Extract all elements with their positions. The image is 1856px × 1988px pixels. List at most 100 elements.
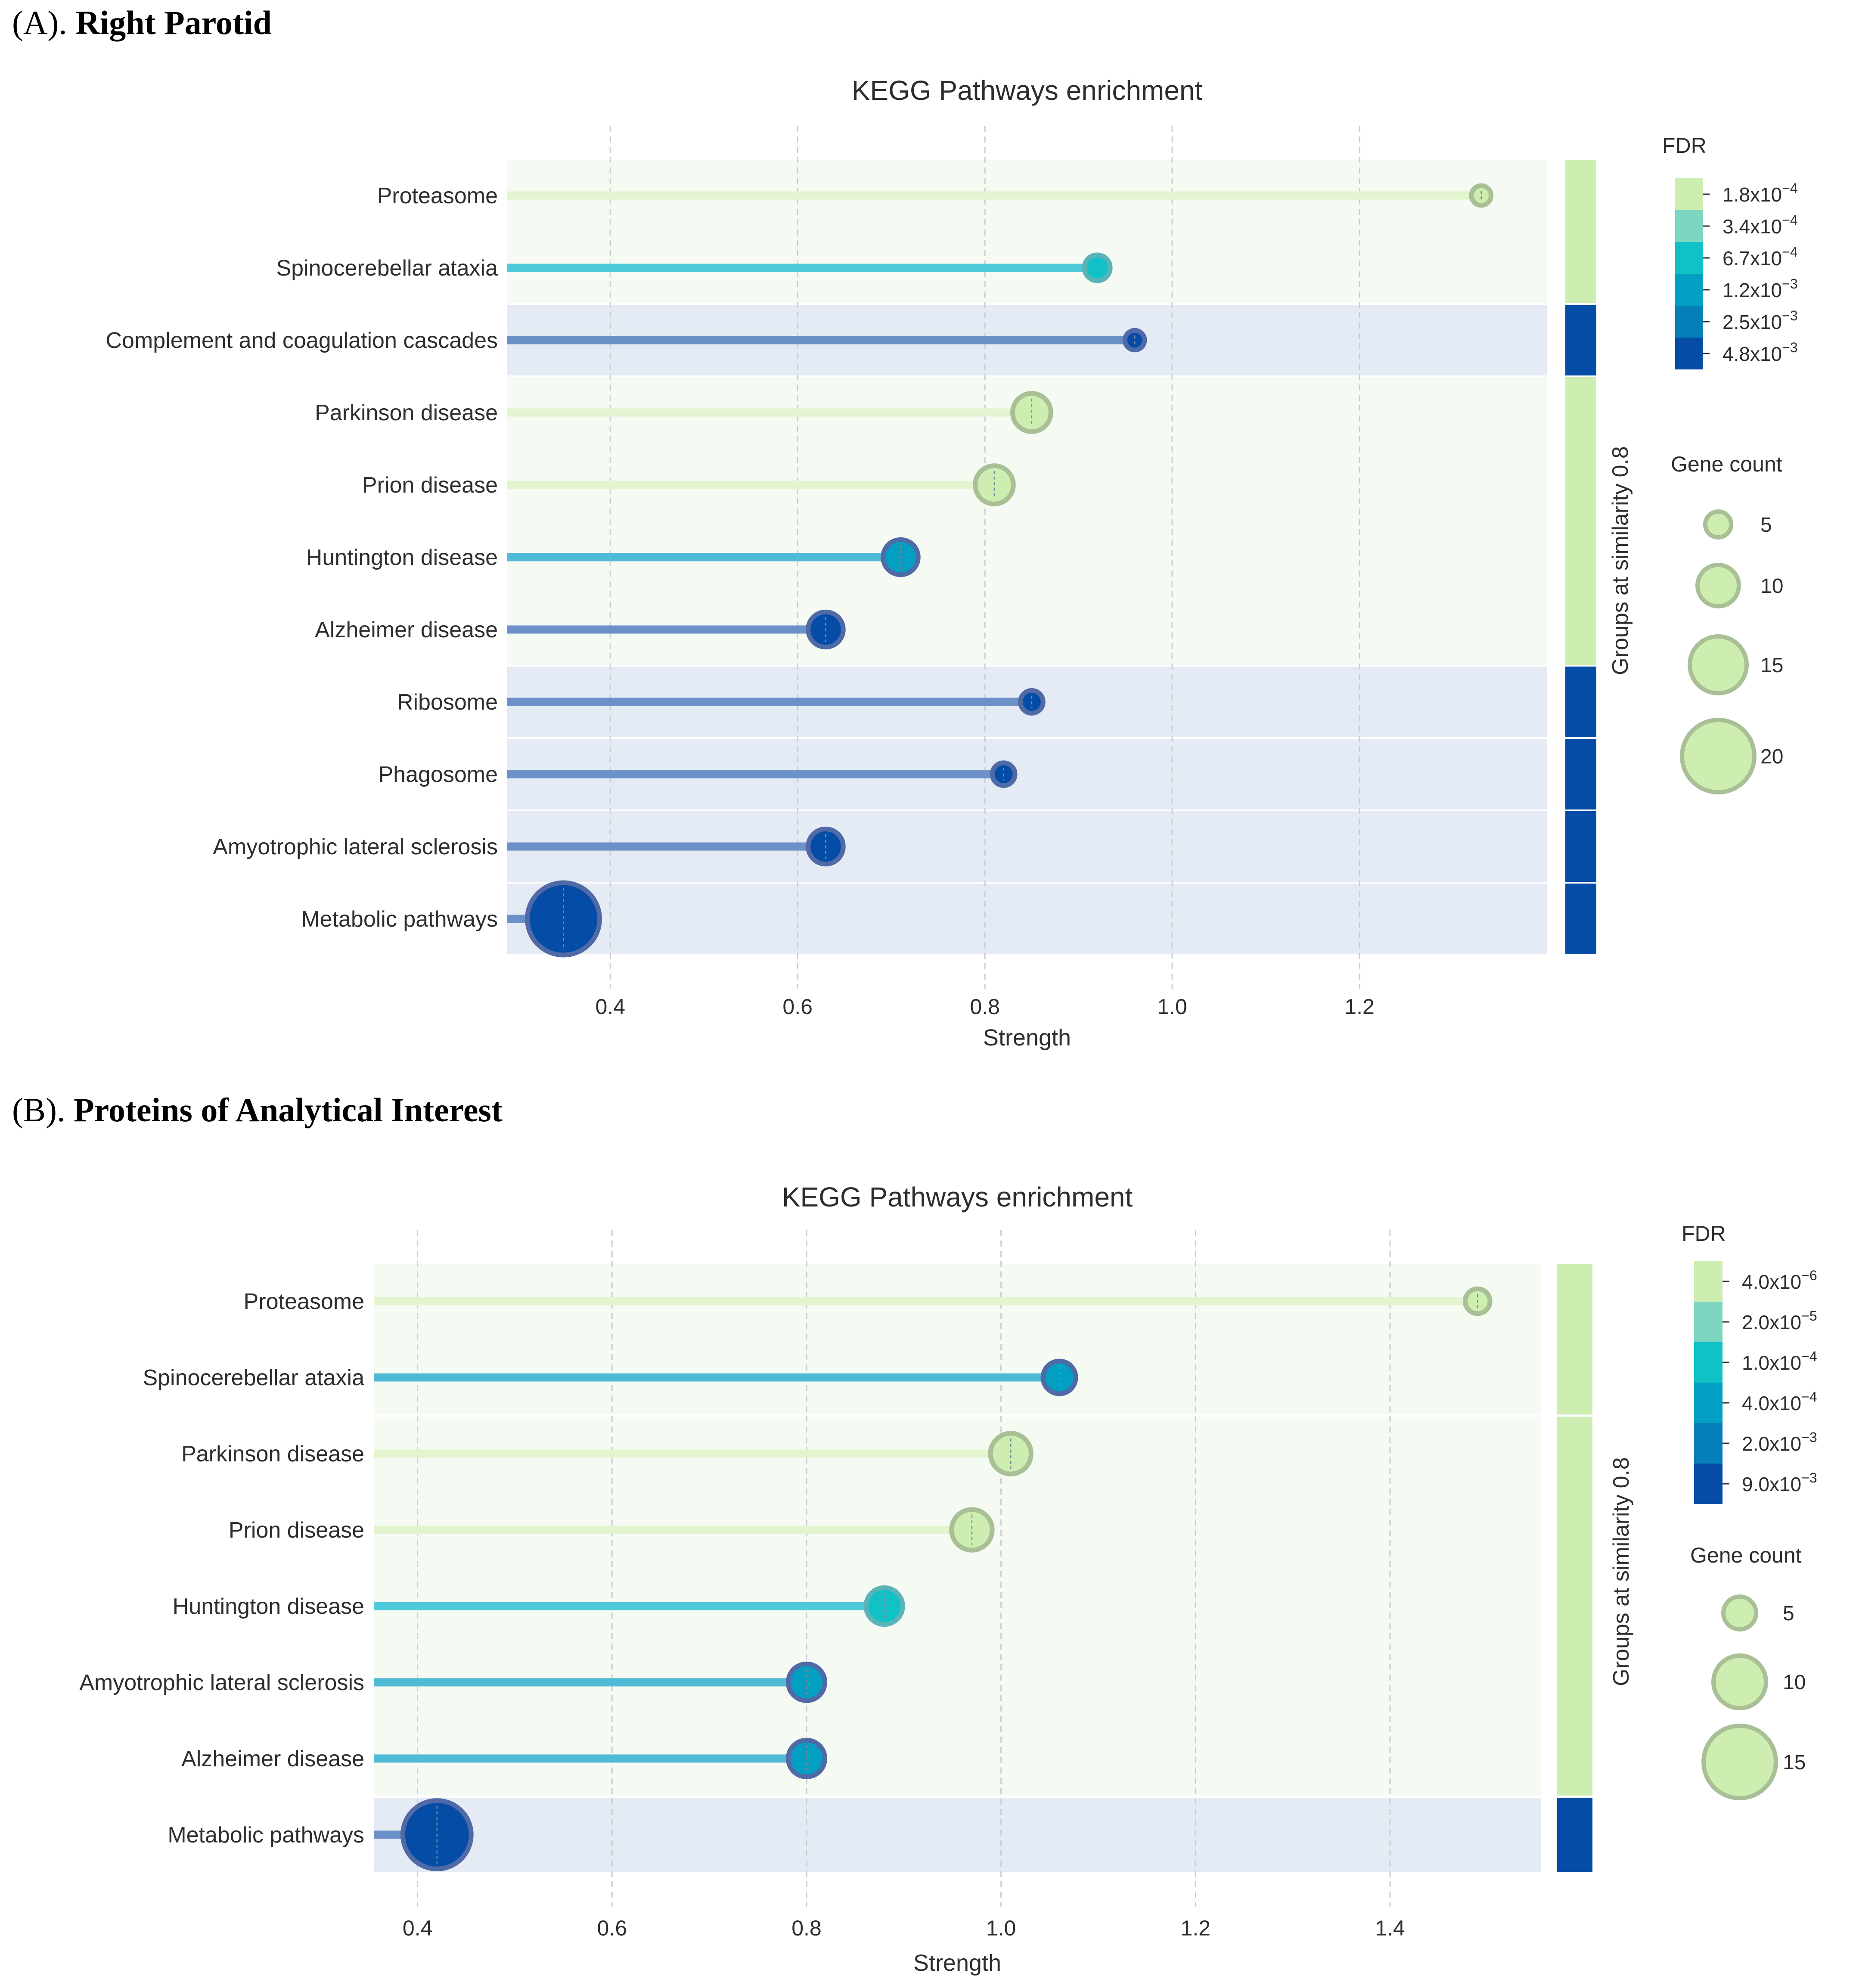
chart-a: KEGG Pathways enrichment Proteasome Spinoc…: [106, 75, 1798, 1051]
fdr-legend-swatch: [1675, 178, 1703, 210]
size-legend-circle: [1711, 1653, 1768, 1710]
chart-title: KEGG Pathways enrichment: [782, 1182, 1133, 1213]
fdr-legend-exponent: −4: [1782, 180, 1797, 196]
fdr-legend-label: 1.8x10−4: [1723, 180, 1798, 206]
chart-b: KEGG Pathways enrichment Proteasome Spinoc…: [79, 1182, 1817, 1976]
size-legend-circle: [1701, 1724, 1778, 1800]
panel-b-heading: Proteins of Analytical Interest: [73, 1091, 503, 1129]
fdr-legend-title: FDR: [1662, 133, 1707, 158]
fdr-legend-exponent: −4: [1801, 1389, 1817, 1405]
fdr-legend-mantissa: 4.8x10: [1723, 343, 1782, 365]
fdr-legend-swatch: [1694, 1261, 1723, 1302]
fdr-legend-exponent: −4: [1782, 244, 1797, 260]
fdr-legend-swatch: [1694, 1423, 1723, 1464]
y-tick-label: Prion disease: [362, 473, 498, 498]
y-tick-label: Spinocerebellar ataxia: [276, 256, 498, 281]
size-legend-title: Gene count: [1690, 1543, 1802, 1567]
fdr-legend-swatch: [1675, 242, 1703, 274]
x-tick-label: 1.2: [1181, 1916, 1211, 1940]
x-tick-label: 1.0: [1157, 995, 1187, 1019]
fdr-legend-label: 2.5x10−3: [1723, 308, 1798, 333]
fdr-legend-label: 1.2x10−3: [1723, 276, 1798, 301]
x-tick-label: 0.6: [782, 995, 813, 1019]
size-legend-circle: [1721, 1594, 1758, 1631]
y-tick-label: Prion disease: [229, 1518, 364, 1543]
size-legend-title: Gene count: [1671, 452, 1782, 476]
group-color-bar: [1565, 739, 1596, 809]
fdr-legend-exponent: −4: [1782, 212, 1797, 228]
group-color-bar: [1565, 377, 1596, 665]
x-axis-title: Strength: [983, 1025, 1071, 1051]
x-axis-title: Strength: [913, 1950, 1001, 1976]
fdr-legend-label: 4.0x10−4: [1742, 1389, 1817, 1414]
x-tick-label: 0.6: [597, 1916, 627, 1940]
x-tick-label: 0.8: [970, 995, 1000, 1019]
group-color-bar: [1557, 1798, 1592, 1872]
fdr-legend-label: 6.7x10−4: [1723, 244, 1798, 270]
y-tick-label: Phagosome: [378, 762, 498, 787]
group-band: [374, 1798, 1541, 1872]
y-tick-label: Proteasome: [377, 183, 498, 208]
fdr-legend-label: 9.0x10−3: [1742, 1470, 1817, 1495]
y-tick-label: Metabolic pathways: [301, 907, 498, 932]
y-tick-label: Huntington disease: [173, 1594, 364, 1619]
size-legend-label: 5: [1760, 514, 1772, 537]
group-axis-label: Groups at similarity 0.8: [1609, 1457, 1634, 1686]
fdr-legend-swatch: [1694, 1302, 1723, 1342]
y-tick-label: Amyotrophic lateral sclerosis: [79, 1670, 364, 1695]
size-legend-label: 10: [1760, 575, 1783, 598]
group-color-bar: [1565, 160, 1596, 303]
size-legend-circle: [1703, 509, 1733, 540]
x-tick-label: 1.4: [1375, 1916, 1405, 1940]
size-legend-label: 5: [1783, 1602, 1794, 1625]
group-band: [507, 160, 1547, 303]
fdr-legend-exponent: −3: [1801, 1430, 1817, 1445]
y-tick-label: Parkinson disease: [181, 1442, 364, 1467]
y-tick-label: Metabolic pathways: [168, 1823, 364, 1848]
size-legend-label: 20: [1760, 745, 1783, 768]
y-tick-label: Huntington disease: [306, 545, 498, 570]
fdr-legend-swatch: [1675, 274, 1703, 306]
fdr-legend-label: 2.0x10−3: [1742, 1430, 1817, 1455]
fdr-legend-label: 1.0x10−4: [1742, 1349, 1817, 1374]
fdr-legend-exponent: −5: [1801, 1308, 1817, 1324]
x-tick-label: 0.4: [403, 1916, 433, 1940]
y-tick-label: Alzheimer disease: [181, 1746, 364, 1771]
y-tick-label: Ribosome: [397, 690, 498, 715]
data-point: [949, 1507, 995, 1553]
panel-a-heading: Right Parotid: [75, 4, 272, 41]
fdr-legend-mantissa: 3.4x10: [1723, 215, 1782, 238]
group-color-bar: [1565, 667, 1596, 737]
fdr-legend-mantissa: 2.5x10: [1723, 311, 1782, 333]
fdr-legend-exponent: −3: [1782, 276, 1797, 292]
group-color-bar: [1565, 305, 1596, 375]
fdr-legend-label: 3.4x10−4: [1723, 212, 1798, 238]
y-tick-label: Spinocerebellar ataxia: [143, 1365, 364, 1390]
panel-b-label: (B). Proteins of Analytical Interest: [12, 1091, 503, 1129]
size-legend-label: 10: [1783, 1671, 1806, 1694]
panel-a-letter: (A): [12, 4, 59, 41]
group-color-bar: [1557, 1264, 1592, 1414]
group-color-bar: [1565, 884, 1596, 954]
fdr-legend-exponent: −3: [1782, 340, 1797, 355]
x-tick-label: 0.4: [595, 995, 625, 1019]
group-color-bar: [1565, 811, 1596, 882]
group-axis-label: Groups at similarity 0.8: [1608, 446, 1633, 675]
size-legend-label: 15: [1783, 1751, 1806, 1774]
fdr-legend-mantissa: 2.0x10: [1742, 1433, 1801, 1455]
fdr-legend-exponent: −3: [1782, 308, 1797, 323]
fdr-legend-mantissa: 2.0x10: [1742, 1311, 1801, 1334]
fdr-legend-mantissa: 1.8x10: [1723, 183, 1782, 206]
fdr-legend-label: 2.0x10−5: [1742, 1308, 1817, 1334]
data-point: [1469, 183, 1494, 208]
fdr-legend-label: 4.0x10−6: [1742, 1268, 1817, 1293]
y-tick-label: Parkinson disease: [315, 400, 498, 425]
fdr-legend-swatch: [1675, 306, 1703, 338]
fdr-legend-mantissa: 1.2x10: [1723, 279, 1782, 301]
fdr-legend-mantissa: 4.0x10: [1742, 1392, 1801, 1414]
fdr-legend-exponent: −3: [1801, 1470, 1817, 1486]
panel-a-label: (A). Right Parotid: [12, 4, 272, 41]
fdr-legend-swatch: [1675, 210, 1703, 242]
data-point: [1122, 328, 1147, 353]
